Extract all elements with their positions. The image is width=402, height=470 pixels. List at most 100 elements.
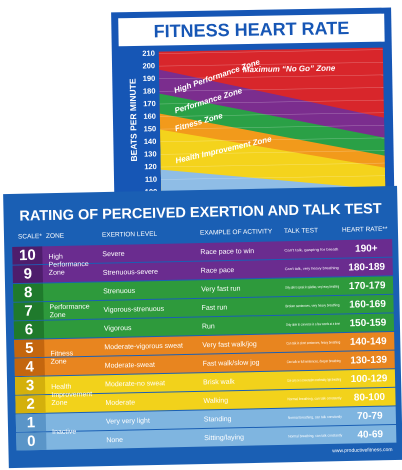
scale: 10 [19, 247, 36, 264]
column-header: TALK TEST [284, 227, 318, 235]
talk-test: Can talk in full sentences, deeper breat… [287, 359, 341, 364]
heart-rate: 70-79 [357, 411, 383, 423]
tick-label: 210 [142, 49, 155, 58]
exertion: Vigorous-strenuous [103, 306, 164, 314]
scale: 0 [27, 433, 36, 450]
exertion: Moderate-no sweat [105, 380, 165, 388]
scale-cell [15, 395, 46, 414]
row [14, 350, 395, 377]
row [14, 331, 395, 358]
exertion: Moderate-vigorous sweat [104, 343, 183, 352]
talk-test: Can't talk, very heavy breathing [285, 266, 339, 271]
tick-label: 110 [145, 175, 157, 184]
scale: 3 [26, 377, 35, 394]
grid-line [159, 112, 384, 117]
row [13, 313, 395, 339]
activity: Very fast run [201, 286, 241, 294]
scale-cell [15, 413, 47, 432]
scale: 2 [26, 396, 35, 413]
talk-test: Normal breathing, can talk constantly [288, 415, 342, 420]
exertion: Very very light [106, 418, 150, 426]
talk-test: Can carry on a conversation comfortably,… [287, 378, 341, 383]
column-header: SCALE* [18, 233, 42, 241]
heart-rate: 190+ [355, 243, 378, 254]
exertion: Moderate [105, 399, 135, 407]
scale-cell [14, 339, 45, 358]
scale-cell [14, 376, 46, 395]
talk-test: Can't talk, gasping for breath [284, 247, 338, 252]
scale: 8 [24, 284, 33, 301]
zone: Inactive [52, 429, 76, 437]
row [14, 369, 396, 395]
tick-label: 120 [144, 162, 157, 171]
tick-label: 140 [144, 137, 157, 146]
exertion: None [106, 437, 123, 444]
activity: Run [202, 323, 215, 330]
talk-test: Normal breathing, can talk constantly [288, 433, 342, 438]
talk-test: Normal breathing, can talk constantly [287, 396, 341, 401]
grid-line [159, 99, 384, 105]
tick-label: 190 [143, 74, 156, 83]
tick-label: 170 [143, 99, 156, 108]
heart-rate: 180-189 [348, 262, 385, 274]
row [15, 387, 396, 414]
scale-cell [12, 283, 44, 302]
zone-label: Maximum “No Go” Zone [243, 64, 336, 75]
grid-line [159, 74, 384, 80]
heart-rate: 170-179 [349, 280, 386, 292]
scale-cell [12, 264, 43, 284]
url: www.productivefitness.com [332, 447, 392, 454]
exertion: Strenuous [103, 288, 136, 296]
exertion: Severe [102, 251, 124, 258]
talk-test: Can talk in short sentences, heavy breat… [286, 340, 340, 345]
axis-label: BEATS PER MINUTE [128, 78, 139, 161]
talk-test: Broken sentences, very heavy breathing [285, 303, 339, 308]
grid-line [158, 49, 383, 54]
activity: Fast run [201, 304, 227, 312]
row [12, 257, 393, 284]
talk-test: Only able to converse in a few words at … [286, 322, 340, 327]
grid-line [160, 162, 385, 168]
heart-rate: 80-100 [354, 392, 386, 404]
grid-line [161, 175, 385, 180]
scale-cell [13, 302, 44, 321]
exertion: Moderate-sweat [105, 362, 155, 370]
zone: HighPerformanceZone [48, 253, 89, 277]
scale-cell [14, 357, 45, 377]
heart-rate: 150-159 [349, 317, 386, 329]
activity: Race pace to win [200, 248, 254, 256]
column-header: HEART RATE** [342, 226, 388, 234]
grid-line [160, 137, 385, 143]
row [15, 406, 397, 432]
tick-label: 160 [143, 112, 156, 121]
tick-label: 200 [142, 61, 155, 70]
talk-test: Only able to speak in syllables, very he… [285, 285, 339, 290]
column-header: ZONE [46, 233, 65, 240]
scale: 5 [25, 340, 34, 357]
column-header: EXERTION LEVEL [102, 231, 158, 239]
row [12, 239, 393, 265]
grid-line [159, 87, 384, 92]
title-box [118, 13, 385, 47]
activity: Fast walk/slow jog [203, 360, 260, 368]
tick-label: 150 [144, 124, 157, 133]
row [13, 294, 394, 321]
heart-rate: 100-129 [351, 373, 388, 385]
zone: HealthImprovementZone [51, 383, 92, 407]
scale: 6 [25, 321, 34, 338]
exertion: Vigorous [104, 325, 132, 333]
activity: Standing [204, 416, 232, 424]
grid-line [160, 125, 385, 130]
zone: FitnessZone [50, 350, 73, 365]
title: FITNESS HEART RATE [153, 18, 349, 41]
heart-rate: 140-149 [350, 336, 387, 348]
front-poster: RATING OF PERCEIVED EXERTION AND TALK TE… [3, 185, 402, 469]
scale: 4 [25, 358, 34, 375]
scale: 1 [27, 414, 36, 431]
tick-label: 180 [143, 86, 156, 95]
row [16, 424, 397, 451]
activity: Sitting/laying [204, 434, 244, 442]
scale: 9 [23, 265, 32, 282]
column-header: EXAMPLE OF ACTIVITY [200, 228, 273, 237]
